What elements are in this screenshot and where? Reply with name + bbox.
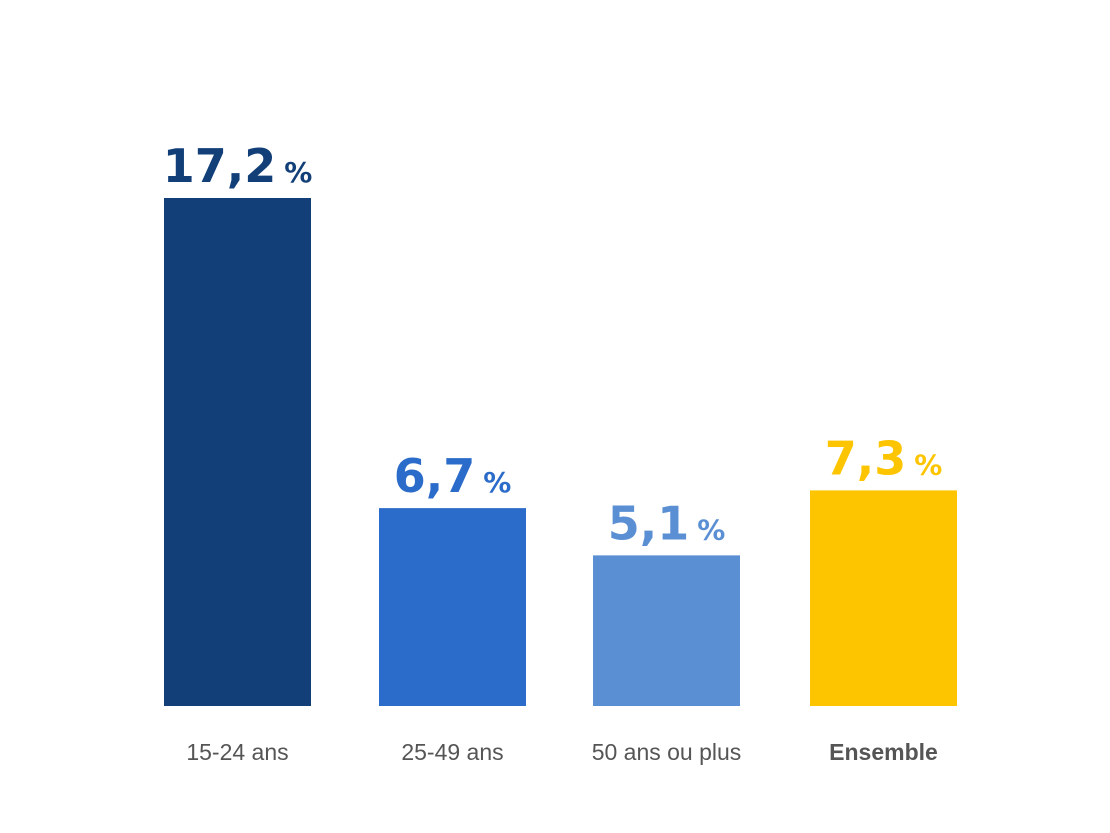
value-label-15-24-ans: 17,2% — [163, 139, 313, 193]
bar-25-49-ans — [379, 508, 526, 706]
value-label-ensemble: 7,3% — [825, 431, 943, 485]
category-label-25-49-ans: 25-49 ans — [401, 739, 503, 765]
value-label-25-49-ans: 6,7% — [394, 449, 512, 503]
category-label-ensemble: Ensemble — [829, 739, 938, 765]
category-label-15-24-ans: 15-24 ans — [186, 739, 288, 765]
bar-ensemble — [810, 490, 957, 706]
bar-50-ans-ou-plus — [593, 555, 740, 706]
bar-15-24-ans — [164, 198, 311, 706]
category-label-50-ans-ou-plus: 50 ans ou plus — [592, 739, 742, 765]
value-label-50-ans-ou-plus: 5,1% — [608, 496, 726, 550]
